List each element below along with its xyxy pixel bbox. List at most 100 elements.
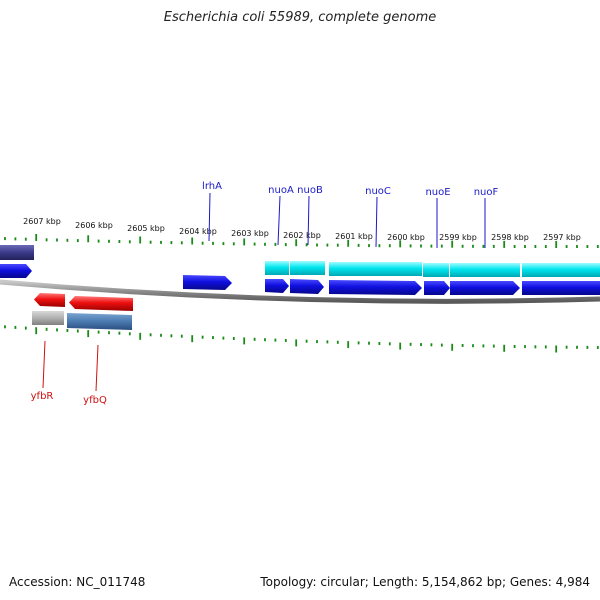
minor-tick bbox=[492, 344, 495, 348]
minor-tick bbox=[336, 340, 339, 344]
minor-tick bbox=[544, 245, 547, 248]
minor-tick bbox=[430, 244, 433, 248]
gene-arrow-nuoB bbox=[290, 279, 324, 294]
minor-tick bbox=[472, 244, 474, 248]
minor-tick bbox=[56, 328, 58, 332]
minor-tick bbox=[378, 342, 381, 345]
minor-tick bbox=[388, 342, 391, 346]
minor-tick bbox=[482, 344, 485, 348]
ruler-label-2599: 2599 kbp bbox=[439, 233, 477, 242]
ruler-label-2597: 2597 kbp bbox=[543, 233, 581, 242]
edge-feature-block bbox=[0, 245, 34, 260]
cds-next bbox=[522, 263, 600, 277]
callout-line-lrhA bbox=[208, 192, 211, 242]
ruler-label-2602: 2602 kbp bbox=[283, 231, 321, 240]
major-tick bbox=[139, 332, 142, 340]
minor-tick bbox=[212, 336, 214, 340]
minor-tick bbox=[128, 332, 131, 336]
minor-tick bbox=[378, 244, 381, 248]
forward-cds-track bbox=[265, 261, 600, 277]
minor-tick bbox=[45, 238, 48, 242]
minor-tick bbox=[4, 237, 6, 241]
minor-tick bbox=[565, 245, 568, 248]
minor-tick bbox=[409, 244, 412, 248]
tick-row-top bbox=[4, 234, 599, 248]
ruler-label-2601: 2601 kbp bbox=[335, 232, 373, 241]
major-tick bbox=[503, 240, 506, 248]
minor-tick bbox=[420, 343, 422, 347]
minor-tick bbox=[524, 345, 526, 349]
minor-tick bbox=[430, 343, 433, 347]
callout-line-yfbR bbox=[42, 340, 46, 389]
major-tick bbox=[243, 337, 246, 345]
minor-tick bbox=[461, 344, 464, 347]
gene-label-yfbQ: yfbQ bbox=[83, 395, 107, 406]
gene-label-nuoF: nuoF bbox=[474, 187, 499, 198]
minor-tick bbox=[170, 241, 173, 245]
cds-nuoF bbox=[450, 263, 520, 277]
ruler-label-2603: 2603 kbp bbox=[231, 229, 269, 238]
ruler-label-2598: 2598 kbp bbox=[491, 233, 529, 242]
minor-tick bbox=[201, 241, 204, 245]
accession-text: Accession: NC_011748 bbox=[9, 575, 146, 589]
gene-block-next bbox=[522, 281, 600, 295]
minor-tick bbox=[492, 244, 495, 248]
ruler-label-2604: 2604 kbp bbox=[179, 227, 217, 236]
minor-tick bbox=[420, 244, 422, 248]
cds-nuoC bbox=[329, 262, 422, 276]
reverse-cds-track bbox=[32, 311, 132, 330]
major-tick bbox=[555, 241, 558, 248]
major-tick bbox=[295, 239, 298, 247]
gene-arrow-nuoC bbox=[329, 280, 422, 295]
minor-tick bbox=[565, 345, 568, 349]
gene-arrow-nuoA bbox=[265, 279, 289, 293]
minor-tick bbox=[316, 340, 318, 344]
minor-tick bbox=[160, 333, 162, 337]
minor-tick bbox=[586, 345, 589, 349]
major-tick bbox=[139, 236, 142, 244]
minor-tick bbox=[596, 346, 599, 349]
major-tick bbox=[191, 237, 194, 245]
minor-tick bbox=[586, 245, 589, 248]
reverse-gene-track bbox=[34, 293, 133, 311]
ruler-label-2605: 2605 kbp bbox=[127, 224, 165, 233]
minor-tick bbox=[336, 243, 339, 247]
minor-tick bbox=[472, 344, 474, 348]
minor-tick bbox=[201, 335, 204, 339]
minor-tick bbox=[14, 325, 17, 329]
minor-tick bbox=[97, 239, 100, 243]
minor-tick bbox=[24, 326, 27, 330]
minor-tick bbox=[264, 338, 266, 342]
minor-tick bbox=[440, 343, 443, 347]
major-tick bbox=[451, 240, 454, 248]
minor-tick bbox=[212, 241, 214, 245]
callout-line-nuoA bbox=[277, 195, 281, 246]
genome-backbone bbox=[0, 279, 600, 304]
minor-tick bbox=[326, 243, 329, 247]
minor-tick bbox=[409, 342, 412, 346]
minor-tick bbox=[232, 242, 235, 246]
major-tick bbox=[451, 343, 454, 351]
gene-arrow-nuoE bbox=[424, 281, 450, 295]
minor-tick bbox=[128, 240, 131, 244]
forward-gene-track bbox=[0, 264, 600, 295]
minor-tick bbox=[253, 337, 256, 341]
gene-label-nuoB: nuoB bbox=[297, 185, 323, 196]
major-tick bbox=[191, 335, 194, 343]
minor-tick bbox=[24, 237, 27, 241]
cds-nuoA bbox=[265, 261, 289, 275]
major-tick bbox=[399, 342, 402, 350]
major-tick bbox=[87, 330, 90, 338]
cds-nuoB bbox=[290, 261, 325, 275]
major-tick bbox=[295, 339, 298, 347]
gene-label-lrhA: lrhA bbox=[202, 181, 222, 192]
gene-label-nuoE: nuoE bbox=[425, 187, 450, 198]
minor-tick bbox=[97, 330, 100, 334]
map-title: Escherichia coli 55989, complete genome bbox=[163, 10, 437, 25]
major-tick bbox=[555, 345, 558, 353]
cds-nuoE bbox=[423, 263, 449, 277]
minor-tick bbox=[576, 345, 578, 349]
minor-tick bbox=[357, 341, 360, 345]
minor-tick bbox=[513, 245, 516, 248]
